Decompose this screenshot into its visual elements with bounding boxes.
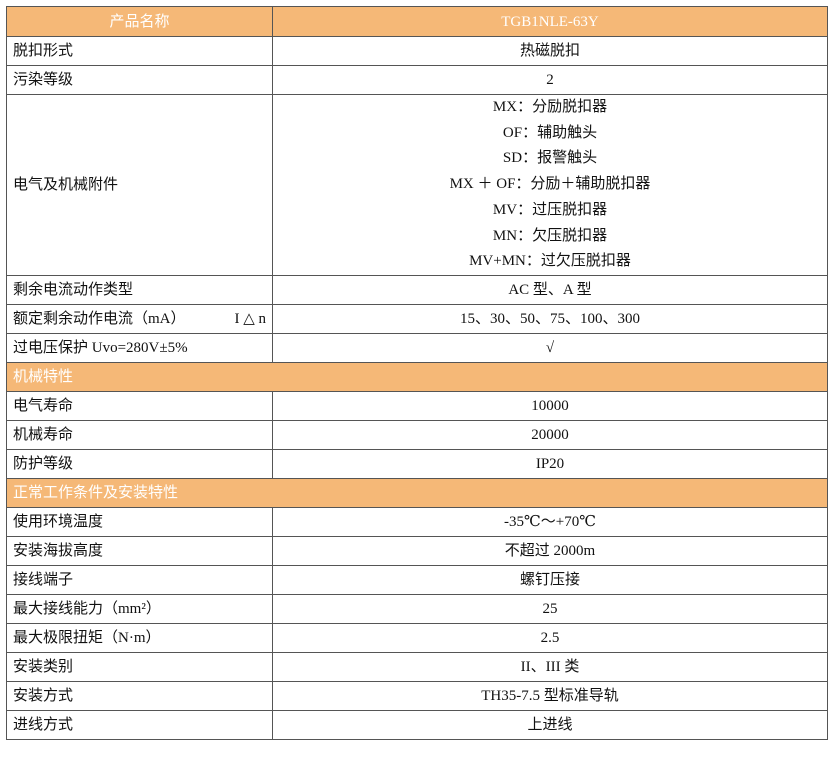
row-label: 安装方式	[6, 680, 273, 711]
section-title: 机械特性	[6, 361, 828, 392]
row-label: 机械寿命	[6, 419, 273, 450]
table-row: 防护等级 IP20	[6, 448, 828, 479]
row-value: 15、30、50、75、100、300	[272, 303, 828, 334]
row-value: 热磁脱扣	[272, 36, 828, 66]
row-label-text: 额定剩余动作电流（mA）	[13, 310, 186, 327]
row-symbol: I △ n	[234, 310, 266, 327]
table-row: 电气及机械附件 MX：分励脱扣器 OF：辅助触头 SD：报警触头 MX ＋ OF：分励…	[6, 94, 828, 276]
row-label: 使用环境温度	[6, 506, 273, 537]
row-value: TH35-7.5 型标准导轨	[272, 680, 828, 711]
row-label: 电气寿命	[6, 390, 273, 421]
table-row: 使用环境温度 -35℃～+70℃	[6, 506, 828, 537]
section-header: 正常工作条件及安装特性	[6, 477, 828, 508]
table-row: 过电压保护 Uvo=280V±5% √	[6, 332, 828, 363]
table-row: 安装类别 II、III 类	[6, 651, 828, 682]
row-label: 进线方式	[6, 709, 273, 740]
header-label: 产品名称	[6, 6, 273, 37]
row-label: 脱扣形式	[6, 36, 273, 66]
table-row: 最大极限扭矩（N·m） 2.5	[6, 622, 828, 653]
row-label: 电气及机械附件	[6, 94, 273, 276]
row-value: IP20	[272, 448, 828, 479]
row-label: 污染等级	[6, 65, 273, 95]
accessory-item: MX：分励脱扣器	[492, 99, 608, 115]
table-row: 机械寿命 20000	[6, 419, 828, 450]
spec-table: 产品名称 TGB1NLE-63Y 脱扣形式 热磁脱扣 污染等级 2 电气及机械附件 M…	[6, 6, 828, 740]
row-label: 剩余电流动作类型	[6, 274, 273, 305]
table-row: 最大接线能力（mm²） 25	[6, 593, 828, 624]
row-value: AC 型、A 型	[272, 274, 828, 305]
accessories-list: MX：分励脱扣器 OF：辅助触头 SD：报警触头 MX ＋ OF：分励＋辅助脱扣器 MV…	[272, 94, 828, 276]
row-value: 上进线	[272, 709, 828, 740]
row-value: -35℃～+70℃	[272, 506, 828, 537]
row-label: 最大极限扭矩（N·m）	[6, 622, 273, 653]
row-label: 最大接线能力（mm²）	[6, 593, 273, 624]
accessory-item: MX ＋ OF：分励＋辅助脱扣器	[449, 176, 651, 193]
row-label: 过电压保护 Uvo=280V±5%	[6, 332, 273, 363]
row-label: 安装海拔高度	[6, 535, 273, 566]
table-row: 安装方式 TH35-7.5 型标准导轨	[6, 680, 828, 711]
table-row: 电气寿命 10000	[6, 390, 828, 421]
row-value: II、III 类	[272, 651, 828, 682]
row-value: √	[272, 332, 828, 363]
row-label: 安装类别	[6, 651, 273, 682]
section-header: 机械特性	[6, 361, 828, 392]
accessory-item: MV+MN：过欠压脱扣器	[469, 253, 631, 270]
section-title: 正常工作条件及安装特性	[6, 477, 828, 508]
row-value: 螺钉压接	[272, 564, 828, 595]
accessory-item: MN：欠压脱扣器	[492, 227, 608, 244]
table-header: 产品名称 TGB1NLE-63Y	[6, 6, 828, 37]
row-label: 接线端子	[6, 564, 273, 595]
row-label: 防护等级	[6, 448, 273, 479]
table-row: 剩余电流动作类型 AC 型、A 型	[6, 274, 828, 305]
row-value: 2.5	[272, 622, 828, 653]
table-row: 接线端子 螺钉压接	[6, 564, 828, 595]
row-value: 不超过 2000m	[272, 535, 828, 566]
row-value: 10000	[272, 390, 828, 421]
accessory-item: OF：辅助触头	[502, 124, 598, 141]
table-row: 脱扣形式 热磁脱扣	[6, 36, 828, 66]
header-model: TGB1NLE-63Y	[272, 6, 828, 37]
row-label: 额定剩余动作电流（mA） I △ n	[6, 303, 273, 334]
accessory-item: SD：报警触头	[502, 150, 598, 167]
accessory-item: MV：过压脱扣器	[492, 201, 608, 218]
row-value: 25	[272, 593, 828, 624]
row-value: 2	[272, 65, 828, 95]
table-row: 进线方式 上进线	[6, 709, 828, 740]
table-row: 污染等级 2	[6, 65, 828, 95]
table-row: 安装海拔高度 不超过 2000m	[6, 535, 828, 566]
row-value: 20000	[272, 419, 828, 450]
table-row: 额定剩余动作电流（mA） I △ n 15、30、50、75、100、300	[6, 303, 828, 334]
